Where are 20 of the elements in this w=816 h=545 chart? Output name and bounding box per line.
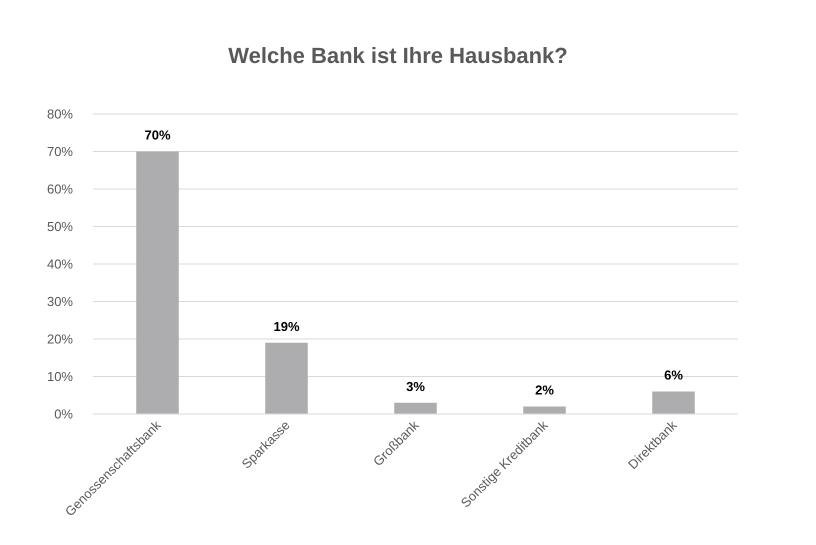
y-tick-label: 60% — [46, 182, 74, 197]
data-label: 3% — [406, 378, 426, 394]
bar — [523, 406, 566, 414]
chart-title: Welche Bank ist Ihre Hausbank? — [228, 43, 568, 68]
data-label: 2% — [535, 382, 554, 398]
bar — [136, 152, 179, 414]
bar — [265, 342, 308, 414]
bar — [652, 392, 695, 414]
y-tick-label: 80% — [46, 106, 74, 122]
y-tick-label: 70% — [46, 144, 74, 160]
y-tick-label: 10% — [46, 369, 74, 384]
y-tick-label: 0% — [54, 406, 74, 422]
bar — [394, 402, 437, 414]
y-tick-label: 40% — [46, 256, 74, 272]
y-tick-label: 50% — [46, 219, 74, 234]
data-label: 19% — [273, 318, 300, 334]
y-tick-label: 20% — [46, 332, 74, 347]
data-label: 70% — [144, 128, 171, 142]
y-tick-label: 30% — [46, 294, 74, 310]
data-label: 6% — [664, 368, 684, 382]
